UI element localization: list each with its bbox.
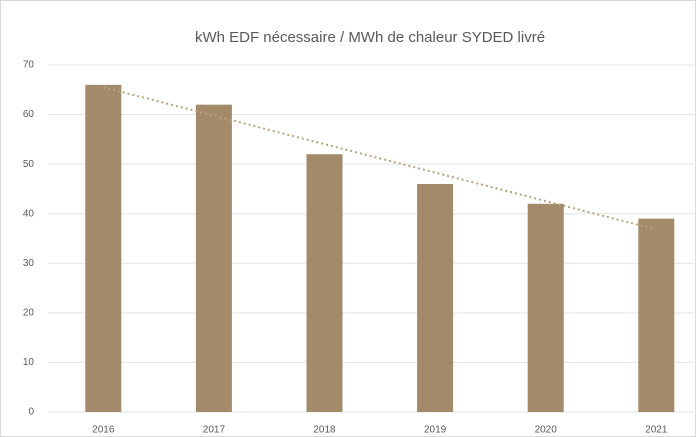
x-tick-label: 2019 xyxy=(424,425,447,436)
x-tick-label: 2021 xyxy=(645,425,668,436)
y-tick-label: 20 xyxy=(23,307,35,318)
x-tick-label: 2017 xyxy=(203,425,226,436)
bar xyxy=(306,154,343,412)
bar xyxy=(417,183,454,412)
y-tick-label: 40 xyxy=(23,208,35,219)
y-tick-label: 50 xyxy=(23,159,35,170)
bar xyxy=(638,218,675,412)
bar xyxy=(527,203,564,412)
trendline xyxy=(103,86,657,231)
x-tick-label: 2018 xyxy=(313,425,336,436)
x-tick-label: 2020 xyxy=(535,425,558,436)
y-tick-label: 30 xyxy=(23,258,35,269)
x-tick-label: 2016 xyxy=(92,425,115,436)
bar xyxy=(195,104,232,413)
y-tick-label: 0 xyxy=(28,407,34,418)
y-tick-label: 70 xyxy=(23,60,35,71)
bar xyxy=(85,84,122,412)
y-tick-label: 60 xyxy=(23,109,35,120)
y-tick-label: 10 xyxy=(23,357,35,368)
chart-title: kWh EDF nécessaire / MWh de chaleur SYDE… xyxy=(195,29,545,46)
